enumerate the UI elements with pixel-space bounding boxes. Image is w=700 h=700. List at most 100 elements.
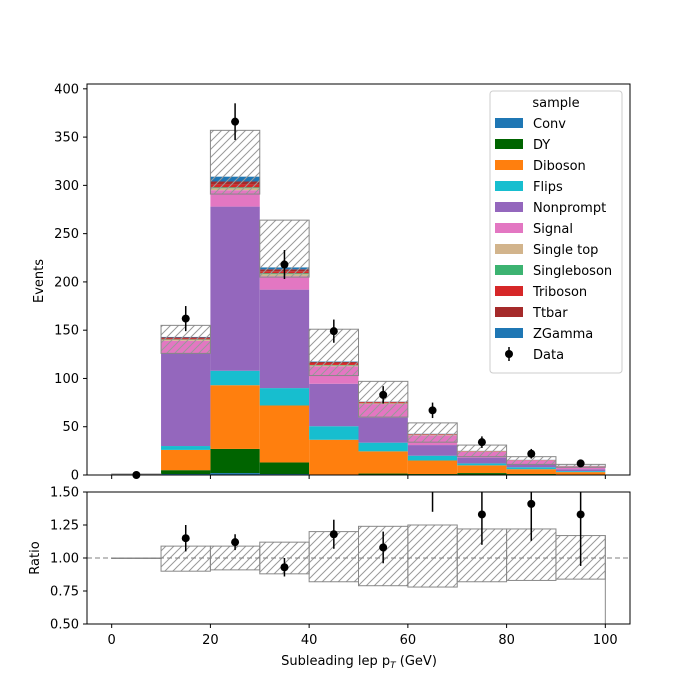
bar-segment [555, 472, 606, 475]
y-tick-label: 50 [62, 420, 79, 435]
uncertainty-band [111, 129, 606, 476]
y-tick-label: 250 [54, 227, 79, 242]
ratio-y-axis-label: Ratio [28, 541, 43, 574]
ratio-y-tick-label: 1.00 [50, 552, 79, 567]
legend-title: sample [532, 96, 579, 111]
bar-segment [259, 289, 310, 389]
ratio-uncertainty-band [111, 524, 606, 624]
bar-segment [259, 462, 310, 475]
ratio-y-tick-label: 1.50 [50, 486, 79, 501]
legend-label: DY [533, 138, 550, 153]
data-point [280, 260, 289, 269]
bar-segment [407, 455, 458, 461]
ratio-plot-panel: 0.50 0.75 1.00 1.25 1.50 0 20 40 60 80 100 [50, 486, 631, 648]
bar-segment [457, 457, 507, 464]
ratio-band-bin [407, 524, 458, 588]
y-tick-label: 400 [54, 82, 79, 97]
series-flips [161, 370, 606, 473]
ratio-point [231, 538, 240, 547]
x-tick-label: 20 [202, 633, 219, 648]
ratio-point [181, 534, 190, 543]
ratio-point [329, 530, 338, 539]
bar-segment [457, 463, 507, 466]
legend-swatch [495, 223, 523, 233]
series-dy [161, 448, 556, 475]
uncertainty-band-bin [407, 422, 458, 443]
legend-label: Nonprompt [533, 201, 606, 216]
series-nonprompt [161, 206, 606, 472]
bar-segment [210, 370, 260, 386]
bar-segment [161, 353, 211, 447]
bar-segment [358, 417, 408, 443]
legend-label: Flips [533, 180, 563, 195]
x-tick-label: 80 [498, 633, 515, 648]
legend-label: Triboson [532, 285, 587, 300]
x-tick-label: 60 [400, 633, 417, 648]
y-tick-label: 100 [54, 372, 79, 387]
ratio-points [181, 492, 585, 577]
data-point [428, 406, 437, 415]
bar-segment [210, 206, 260, 371]
bar-segment [407, 460, 458, 475]
bar-segment [259, 405, 310, 463]
bar-segment [555, 469, 606, 472]
main-plot-panel: 0 50 100 150 200 250 300 350 400 [54, 82, 631, 484]
ratio-point [280, 563, 289, 572]
bar-segment [210, 385, 260, 449]
ratio-point [527, 499, 536, 508]
data-points [132, 103, 585, 479]
data-point [477, 438, 486, 447]
bar-segment [407, 445, 458, 456]
y-tick-label: 300 [54, 179, 79, 194]
ratio-point [576, 510, 585, 519]
bar-segment [309, 439, 359, 475]
legend: sample Conv DY Diboson Flips Nonprompt Signal S… [489, 90, 623, 374]
ratio-y-tick-label: 0.75 [50, 585, 79, 600]
ratio-y-tick-label: 1.25 [50, 519, 79, 534]
x-tick-label: 100 [593, 633, 618, 648]
legend-label: Signal [533, 222, 573, 237]
legend-swatch [495, 244, 523, 254]
data-point [576, 459, 585, 468]
bar-segment [210, 448, 260, 474]
bar-segment [161, 449, 211, 471]
y-tick-label: 150 [54, 324, 79, 339]
legend-label: ZGamma [533, 327, 593, 342]
bar-segment [161, 470, 211, 475]
legend-label: Conv [533, 117, 566, 132]
main-axes-frame [86, 83, 631, 476]
bar-segment [358, 451, 408, 474]
legend-swatch [495, 181, 523, 191]
y-tick-label: 350 [54, 131, 79, 146]
data-point [181, 314, 190, 323]
y-tick-label: 0 [71, 469, 79, 484]
legend-swatch [495, 139, 523, 149]
bar-segment [506, 469, 556, 475]
bar-segment [555, 471, 606, 473]
legend-label: Ttbar [532, 306, 568, 321]
ratio-y-tick-label: 0.50 [50, 618, 79, 633]
data-point [527, 449, 536, 458]
x-tick-label: 40 [301, 633, 318, 648]
bar-segment [309, 383, 359, 427]
bar-segment [506, 467, 556, 470]
x-tick-label: 0 [108, 633, 116, 648]
legend-swatch [495, 160, 523, 170]
data-point [231, 117, 240, 126]
bar-segment [309, 426, 359, 440]
legend-label: Diboson [533, 159, 586, 174]
bar-segment [358, 442, 408, 452]
y-tick-label: 200 [54, 275, 79, 290]
legend-data-marker [505, 350, 513, 358]
main-y-axis-label: Events [32, 259, 47, 303]
legend-label: Data [533, 348, 564, 363]
bar-segment [506, 464, 556, 468]
ratio-point [379, 543, 388, 552]
bar-segment [259, 276, 310, 290]
ratio-point [477, 510, 486, 519]
legend-swatch [495, 328, 523, 338]
bar-segment [358, 473, 408, 475]
legend-label: Singleboson [533, 264, 612, 279]
series-diboson [161, 385, 606, 475]
